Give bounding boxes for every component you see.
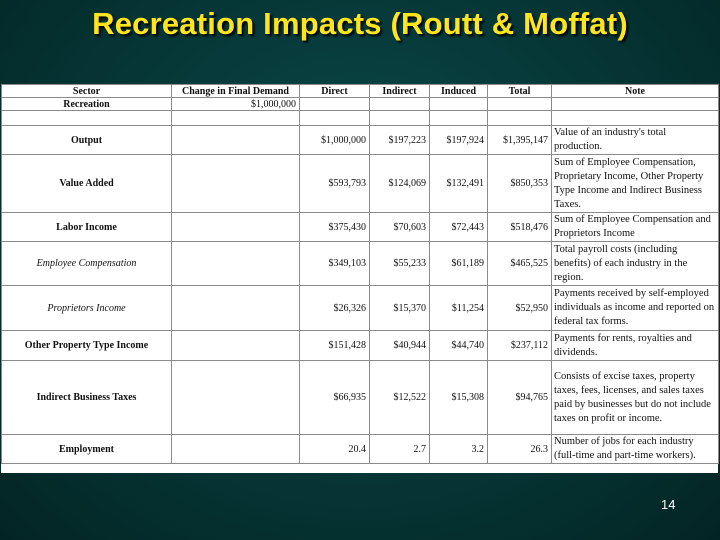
table-row: Employee Compensation $349,103 $55,233 $…	[1, 241, 719, 286]
row-direct: $66,935	[299, 360, 370, 435]
row-indirect: 2.7	[369, 434, 430, 464]
row-indirect: $124,069	[369, 154, 430, 213]
header-total: Total	[487, 84, 552, 98]
row-note: Total payroll costs (including benefits)…	[551, 241, 719, 286]
row-sector: Employee Compensation	[1, 241, 172, 286]
row-direct: $349,103	[299, 241, 370, 286]
row-induced: 3.2	[429, 434, 488, 464]
header-row: Sector Change in Final Demand Direct Ind…	[1, 84, 719, 98]
recreation-row: Recreation $1,000,000	[1, 97, 719, 111]
row-total: $1,395,147	[487, 125, 552, 155]
row-total: $465,525	[487, 241, 552, 286]
table-row: Other Property Type Income $151,428 $40,…	[1, 330, 719, 361]
row-sector: Output	[1, 125, 172, 155]
row-note: Sum of Employee Compensation and Proprie…	[551, 212, 719, 242]
recreation-change: $1,000,000	[171, 97, 300, 111]
row-total: 26.3	[487, 434, 552, 464]
row-note: Payments received by self-employed indiv…	[551, 285, 719, 331]
row-indirect: $70,603	[369, 212, 430, 242]
table-row: Output $1,000,000 $197,223 $197,924 $1,3…	[1, 125, 719, 155]
row-induced: $197,924	[429, 125, 488, 155]
impact-table-container: Sector Change in Final Demand Direct Ind…	[1, 84, 719, 473]
row-sector: Indirect Business Taxes	[1, 360, 172, 435]
row-note: Sum of Employee Compensation, Proprietar…	[551, 154, 719, 213]
row-induced: $15,308	[429, 360, 488, 435]
row-total: $518,476	[487, 212, 552, 242]
table-row: Employment 20.4 2.7 3.2 26.3 Number of j…	[1, 434, 719, 464]
row-induced: $61,189	[429, 241, 488, 286]
table-row: Proprietors Income $26,326 $15,370 $11,2…	[1, 285, 719, 331]
row-note: Number of jobs for each industry (full-t…	[551, 434, 719, 464]
row-sector: Employment	[1, 434, 172, 464]
row-sector: Value Added	[1, 154, 172, 213]
row-induced: $44,740	[429, 330, 488, 361]
row-indirect: $197,223	[369, 125, 430, 155]
row-indirect: $55,233	[369, 241, 430, 286]
row-direct: $593,793	[299, 154, 370, 213]
row-direct: 20.4	[299, 434, 370, 464]
header-induced: Induced	[429, 84, 488, 98]
row-indirect: $12,522	[369, 360, 430, 435]
header-indirect: Indirect	[369, 84, 430, 98]
row-direct: $375,430	[299, 212, 370, 242]
row-induced: $132,491	[429, 154, 488, 213]
table-row: Indirect Business Taxes $66,935 $12,522 …	[1, 360, 719, 435]
row-total: $850,353	[487, 154, 552, 213]
row-induced: $11,254	[429, 285, 488, 331]
row-note: Payments for rents, royalties and divide…	[551, 330, 719, 361]
row-sector: Other Property Type Income	[1, 330, 172, 361]
row-direct: $1,000,000	[299, 125, 370, 155]
row-note: Consists of excise taxes, property taxes…	[551, 360, 719, 435]
slide-title: Recreation Impacts (Routt & Moffat)	[92, 6, 628, 41]
row-total: $52,950	[487, 285, 552, 331]
page-number: 14	[661, 497, 676, 512]
header-change: Change in Final Demand	[171, 84, 300, 98]
impact-table: Sector Change in Final Demand Direct Ind…	[1, 84, 719, 464]
spacer-row	[1, 110, 719, 126]
header-sector: Sector	[1, 84, 172, 98]
row-direct: $26,326	[299, 285, 370, 331]
row-sector: Labor Income	[1, 212, 172, 242]
row-indirect: $40,944	[369, 330, 430, 361]
table-row: Labor Income $375,430 $70,603 $72,443 $5…	[1, 212, 719, 242]
row-indirect: $15,370	[369, 285, 430, 331]
header-direct: Direct	[299, 84, 370, 98]
row-total: $94,765	[487, 360, 552, 435]
table-row: Value Added $593,793 $124,069 $132,491 $…	[1, 154, 719, 213]
recreation-sector: Recreation	[1, 97, 172, 111]
row-total: $237,112	[487, 330, 552, 361]
row-induced: $72,443	[429, 212, 488, 242]
row-direct: $151,428	[299, 330, 370, 361]
row-sector: Proprietors Income	[1, 285, 172, 331]
row-note: Value of an industry's total production.	[551, 125, 719, 155]
header-note: Note	[551, 84, 719, 98]
